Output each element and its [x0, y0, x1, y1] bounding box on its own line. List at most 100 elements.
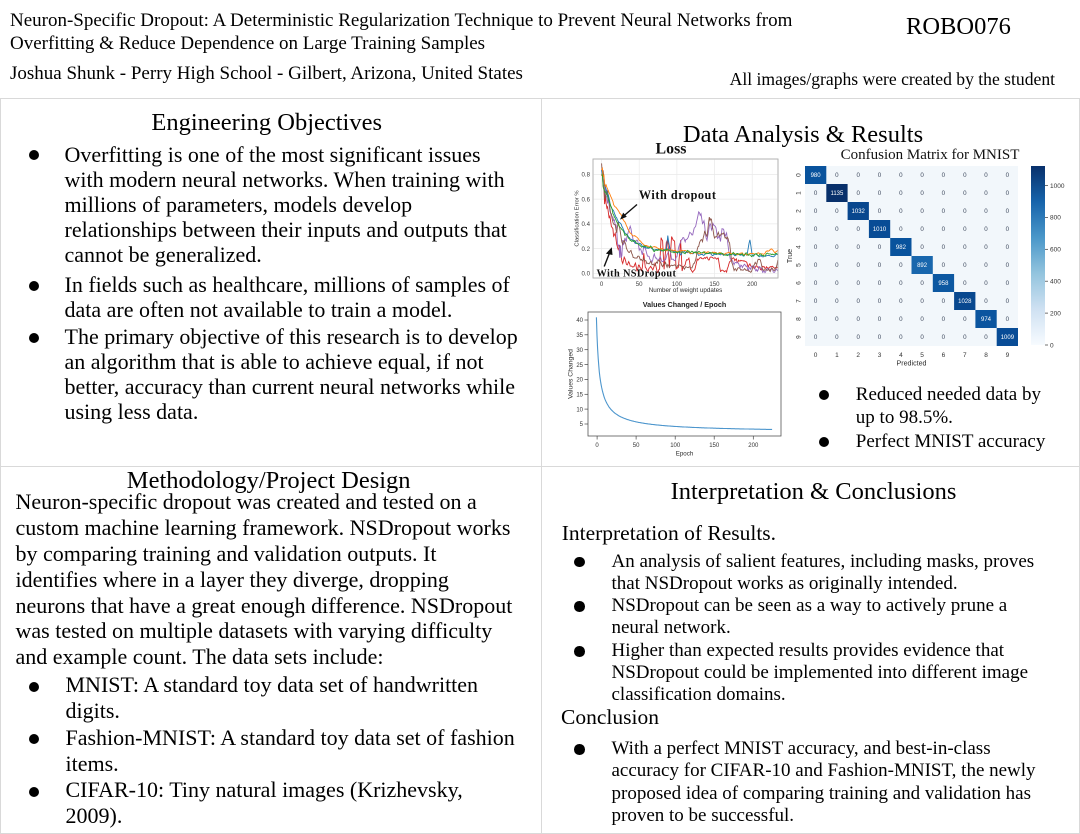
svg-text:0: 0 [899, 280, 903, 287]
svg-text:2: 2 [796, 209, 803, 213]
svg-text:True: True [787, 249, 794, 263]
svg-text:0: 0 [1006, 262, 1010, 269]
svg-text:0: 0 [835, 208, 839, 215]
svg-text:1009: 1009 [1001, 335, 1015, 341]
svg-text:With dropout: With dropout [639, 188, 717, 202]
svg-text:0: 0 [1006, 190, 1010, 197]
svg-text:6: 6 [942, 352, 946, 359]
svg-text:0: 0 [856, 262, 860, 269]
svg-text:Values Changed / Epoch: Values Changed / Epoch [643, 300, 726, 309]
svg-text:974: 974 [981, 317, 992, 323]
svg-text:0: 0 [835, 316, 839, 323]
svg-text:0: 0 [963, 334, 967, 341]
svg-text:0: 0 [984, 190, 988, 197]
svg-text:Epoch: Epoch [676, 451, 694, 458]
svg-text:0: 0 [963, 208, 967, 215]
svg-text:50: 50 [636, 281, 643, 288]
svg-text:0: 0 [856, 334, 860, 341]
svg-text:0: 0 [963, 244, 967, 251]
svg-text:800: 800 [1050, 215, 1061, 222]
svg-text:0: 0 [899, 208, 903, 215]
svg-text:0: 0 [984, 172, 988, 179]
svg-text:0: 0 [984, 226, 988, 233]
svg-text:With NSDropout: With NSDropout [597, 269, 677, 280]
svg-text:0: 0 [835, 172, 839, 179]
svg-text:0: 0 [1006, 208, 1010, 215]
svg-text:5: 5 [920, 352, 924, 359]
svg-text:0: 0 [856, 172, 860, 179]
svg-text:1000: 1000 [1050, 183, 1065, 190]
svg-text:0: 0 [984, 208, 988, 215]
svg-text:25: 25 [576, 363, 583, 369]
svg-text:0: 0 [1006, 226, 1010, 233]
svg-text:4: 4 [796, 245, 803, 249]
svg-text:0: 0 [595, 443, 599, 449]
svg-text:0: 0 [835, 280, 839, 287]
svg-text:0: 0 [963, 190, 967, 197]
svg-text:0: 0 [814, 280, 818, 287]
svg-text:0: 0 [920, 208, 924, 215]
svg-text:982: 982 [896, 245, 907, 251]
svg-text:0: 0 [856, 316, 860, 323]
svg-text:0: 0 [814, 352, 818, 359]
svg-text:1: 1 [796, 191, 803, 195]
svg-text:0: 0 [878, 334, 882, 341]
svg-text:150: 150 [709, 443, 720, 449]
svg-text:0: 0 [835, 298, 839, 305]
svg-text:0: 0 [920, 280, 924, 287]
svg-text:0: 0 [814, 226, 818, 233]
svg-text:0: 0 [920, 298, 924, 305]
svg-text:0: 0 [1006, 280, 1010, 287]
svg-text:0: 0 [1006, 298, 1010, 305]
svg-text:0: 0 [1006, 244, 1010, 251]
svg-text:0: 0 [942, 172, 946, 179]
svg-text:50: 50 [633, 443, 640, 449]
svg-text:0: 0 [963, 262, 967, 269]
svg-text:200: 200 [1050, 310, 1061, 317]
svg-text:9: 9 [1006, 352, 1010, 359]
svg-text:0: 0 [878, 280, 882, 287]
svg-text:958: 958 [938, 281, 949, 287]
svg-text:0: 0 [984, 280, 988, 287]
svg-text:0: 0 [878, 316, 882, 323]
svg-text:0: 0 [942, 190, 946, 197]
svg-text:0: 0 [920, 334, 924, 341]
svg-text:0: 0 [942, 334, 946, 341]
svg-text:0: 0 [796, 173, 803, 177]
svg-text:0: 0 [1006, 316, 1010, 323]
svg-text:0.4: 0.4 [582, 221, 591, 228]
svg-text:7: 7 [963, 352, 967, 359]
svg-text:0: 0 [942, 262, 946, 269]
svg-text:0: 0 [878, 208, 882, 215]
svg-text:35: 35 [576, 333, 583, 339]
svg-text:0: 0 [856, 226, 860, 233]
svg-text:0: 0 [899, 172, 903, 179]
svg-text:0: 0 [899, 262, 903, 269]
svg-text:0: 0 [899, 334, 903, 341]
svg-text:Confusion Matrix for MNIST: Confusion Matrix for MNIST [841, 147, 1020, 163]
svg-text:1135: 1135 [830, 191, 844, 197]
svg-text:0: 0 [984, 298, 988, 305]
svg-text:0: 0 [856, 298, 860, 305]
svg-text:980: 980 [811, 173, 822, 179]
svg-text:0: 0 [814, 334, 818, 341]
svg-text:0: 0 [878, 172, 882, 179]
svg-text:Loss: Loss [656, 140, 687, 157]
svg-text:0: 0 [1006, 172, 1010, 179]
svg-text:Predicted: Predicted [897, 360, 927, 368]
svg-text:0: 0 [835, 334, 839, 341]
svg-text:0: 0 [835, 244, 839, 251]
svg-text:Number of weight updates: Number of weight updates [649, 287, 723, 294]
svg-text:0: 0 [963, 172, 967, 179]
svg-text:0: 0 [856, 280, 860, 287]
svg-text:0: 0 [920, 226, 924, 233]
svg-text:20: 20 [576, 378, 583, 384]
svg-text:40: 40 [576, 318, 583, 324]
svg-text:1: 1 [835, 352, 839, 359]
svg-text:0: 0 [899, 190, 903, 197]
svg-text:0: 0 [963, 316, 967, 323]
svg-text:0: 0 [856, 244, 860, 251]
svg-text:1028: 1028 [958, 299, 972, 305]
svg-text:600: 600 [1050, 247, 1061, 254]
svg-text:0: 0 [942, 208, 946, 215]
